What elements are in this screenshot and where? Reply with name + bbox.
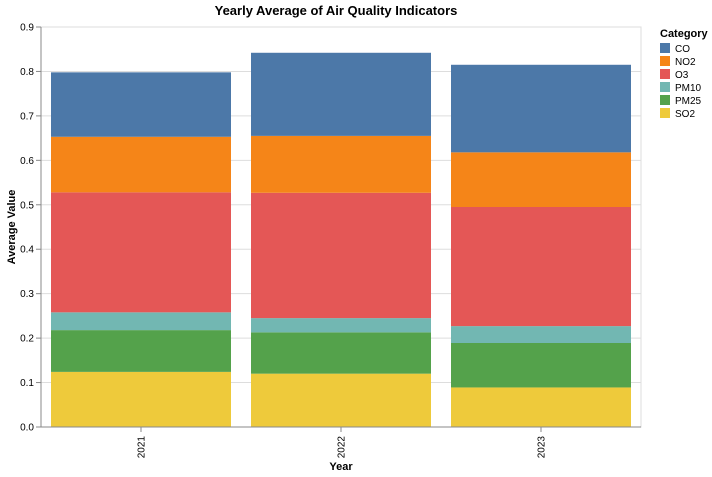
x-tick-label: 2021 <box>137 436 148 459</box>
y-tick-label: 0.3 <box>20 289 34 300</box>
bar-o3-2021[interactable] <box>51 192 231 313</box>
chart-title: Yearly Average of Air Quality Indicators <box>215 3 458 18</box>
legend-swatch-o3 <box>660 69 670 79</box>
legend-title: Category <box>660 28 709 40</box>
bar-co-2022[interactable] <box>251 52 431 136</box>
bar-no2-2021[interactable] <box>51 136 231 193</box>
y-tick-label: 0.5 <box>20 200 34 211</box>
legend-label-o3: O3 <box>675 70 689 81</box>
legend-swatch-pm25 <box>660 95 670 105</box>
bar-pm10-2023[interactable] <box>451 326 631 343</box>
legend: Category CO NO2 O3 PM10 PM25 SO2 <box>660 28 709 120</box>
legend-label-pm25: PM25 <box>675 96 702 107</box>
y-tick-label: 0.6 <box>20 156 34 167</box>
legend-label-no2: NO2 <box>675 57 696 68</box>
bar-so2-2021[interactable] <box>51 371 231 427</box>
y-tick-label: 0.8 <box>20 67 34 78</box>
y-tick-label: 0.9 <box>20 23 34 34</box>
legend-label-co: CO <box>675 44 690 55</box>
y-axis-title: Average Value <box>6 190 18 265</box>
y-tick-label: 0.1 <box>20 378 34 389</box>
bar-co-2021[interactable] <box>51 72 231 137</box>
bar-pm25-2023[interactable] <box>451 343 631 388</box>
y-tick-label: 0.0 <box>20 423 34 434</box>
bar-co-2023[interactable] <box>451 64 631 153</box>
y-tick-label: 0.7 <box>20 111 34 122</box>
legend-label-pm10: PM10 <box>675 83 702 94</box>
x-axis-title: Year <box>329 461 353 473</box>
bar-so2-2023[interactable] <box>451 387 631 427</box>
legend-swatch-pm10 <box>660 82 670 92</box>
bar-pm25-2021[interactable] <box>51 330 231 372</box>
bars <box>51 52 631 427</box>
bar-pm10-2021[interactable] <box>51 312 231 331</box>
bar-so2-2022[interactable] <box>251 373 431 427</box>
bar-no2-2023[interactable] <box>451 152 631 207</box>
x-tick-label: 2023 <box>537 436 548 459</box>
bar-pm10-2022[interactable] <box>251 318 431 333</box>
y-tick-label: 0.2 <box>20 334 34 345</box>
legend-swatch-no2 <box>660 56 670 66</box>
axes: 0.0 0.1 0.2 0.3 0.4 0.5 0.6 0.7 0.8 0.9 2021 2022 20… <box>20 23 641 459</box>
bar-o3-2023[interactable] <box>451 207 631 327</box>
bar-no2-2022[interactable] <box>251 135 431 193</box>
x-tick-label: 2022 <box>337 436 348 459</box>
bar-pm25-2022[interactable] <box>251 332 431 374</box>
legend-swatch-so2 <box>660 108 670 118</box>
y-tick-label: 0.4 <box>20 245 34 256</box>
legend-swatch-co <box>660 43 670 53</box>
bar-o3-2022[interactable] <box>251 192 431 319</box>
legend-label-so2: SO2 <box>675 109 695 120</box>
